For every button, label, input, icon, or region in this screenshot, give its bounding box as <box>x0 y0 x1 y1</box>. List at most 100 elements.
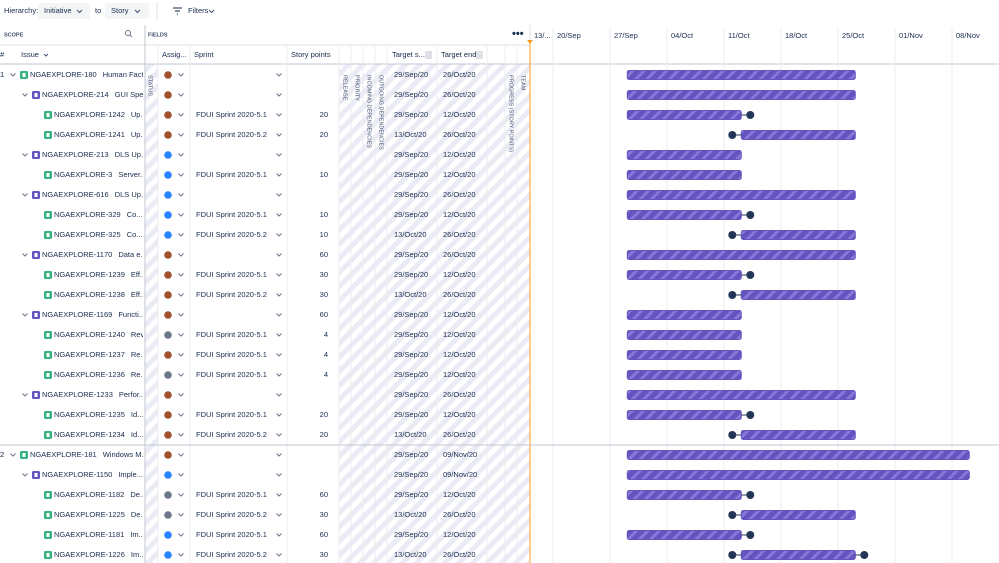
assignee-avatar[interactable] <box>164 551 172 559</box>
col-story-points[interactable]: Story points <box>291 50 331 59</box>
issue-key[interactable]: NGAEXPLORE-1241 <box>54 130 125 139</box>
chevron[interactable] <box>178 313 184 317</box>
assignee-avatar[interactable] <box>164 431 172 439</box>
assignee-avatar[interactable] <box>164 251 172 259</box>
schedule-bar[interactable] <box>626 190 856 200</box>
chevron[interactable] <box>276 533 282 537</box>
issue-key[interactable]: NGAEXPLORE-329 <box>54 210 121 219</box>
schedule-bar[interactable] <box>626 110 742 120</box>
chevron[interactable] <box>276 273 282 277</box>
chevron[interactable] <box>178 113 184 117</box>
schedule-bar[interactable] <box>626 390 856 400</box>
col-issue[interactable]: Issue <box>21 50 39 59</box>
chevron[interactable] <box>178 393 184 397</box>
chevron[interactable] <box>276 153 282 157</box>
schedule-bar[interactable] <box>740 290 856 300</box>
issue-key[interactable]: NGAEXPLORE-1225 <box>54 510 125 519</box>
assignee-avatar[interactable] <box>164 451 172 459</box>
issue-key[interactable]: NGAEXPLORE-1226 <box>54 550 125 559</box>
chevron[interactable] <box>178 233 184 237</box>
issue-key[interactable]: NGAEXPLORE-213 <box>42 150 109 159</box>
schedule-bar[interactable] <box>626 150 742 160</box>
chevron[interactable] <box>178 213 184 217</box>
assignee-avatar[interactable] <box>164 331 172 339</box>
schedule-bar[interactable] <box>740 550 856 560</box>
dependency-badge[interactable] <box>728 551 737 559</box>
chevron[interactable] <box>178 273 184 277</box>
schedule-bar[interactable] <box>626 490 742 500</box>
dependency-badge[interactable] <box>728 431 737 439</box>
issue-key[interactable]: NGAEXPLORE-616 <box>42 190 109 199</box>
col-sprint[interactable]: Sprint <box>194 50 215 59</box>
chevron[interactable] <box>178 353 184 357</box>
issue-key[interactable]: NGAEXPLORE-180 <box>30 70 97 79</box>
issue-key[interactable]: NGAEXPLORE-1233 <box>42 390 113 399</box>
chevron[interactable] <box>178 193 184 197</box>
dependency-badge[interactable] <box>728 291 737 299</box>
issue-key[interactable]: NGAEXPLORE-214 <box>42 90 109 99</box>
schedule-bar[interactable] <box>740 510 856 520</box>
chevron[interactable] <box>276 133 282 137</box>
assignee-avatar[interactable] <box>164 91 172 99</box>
schedule-bar[interactable] <box>626 90 856 100</box>
chevron[interactable] <box>276 113 282 117</box>
issue-key[interactable]: NGAEXPLORE-1235 <box>54 410 125 419</box>
schedule-bar[interactable] <box>626 410 742 420</box>
chevron[interactable] <box>276 213 282 217</box>
chevron[interactable] <box>276 493 282 497</box>
schedule-bar[interactable] <box>626 330 742 340</box>
schedule-bar[interactable] <box>626 250 856 260</box>
chevron[interactable] <box>178 433 184 437</box>
assignee-avatar[interactable] <box>164 511 172 519</box>
col-target-start[interactable]: Target s... <box>392 50 425 59</box>
assignee-avatar[interactable] <box>164 391 172 399</box>
chevron[interactable] <box>276 333 282 337</box>
dependency-badge[interactable] <box>746 531 755 539</box>
schedule-bar[interactable] <box>626 310 742 320</box>
chevron[interactable] <box>276 373 282 377</box>
expand-toggle[interactable] <box>22 473 28 477</box>
schedule-bar[interactable] <box>626 170 742 180</box>
issue-key[interactable]: NGAEXPLORE-1170 <box>42 250 112 259</box>
schedule-bar[interactable] <box>740 130 856 140</box>
dependency-badge[interactable] <box>728 511 737 519</box>
chevron[interactable] <box>276 433 282 437</box>
chevron[interactable] <box>178 533 184 537</box>
chevron[interactable] <box>178 153 184 157</box>
dependency-badge[interactable] <box>728 231 737 239</box>
schedule-bar[interactable] <box>626 210 742 220</box>
dependency-badge[interactable] <box>746 271 755 279</box>
chevron[interactable] <box>178 293 184 297</box>
expand-toggle[interactable] <box>22 193 28 197</box>
issue-key[interactable]: NGAEXPLORE-1181 <box>54 530 124 539</box>
assignee-avatar[interactable] <box>164 291 172 299</box>
dependency-badge[interactable] <box>746 491 755 499</box>
assignee-avatar[interactable] <box>164 491 172 499</box>
assignee-avatar[interactable] <box>164 311 172 319</box>
dependency-badge[interactable] <box>746 211 755 219</box>
hierarchy-from[interactable] <box>38 3 90 19</box>
chevron[interactable] <box>178 413 184 417</box>
more-menu[interactable]: ••• <box>512 28 524 40</box>
chevron[interactable] <box>178 493 184 497</box>
dependency-badge[interactable] <box>746 111 755 119</box>
issue-key[interactable]: NGAEXPLORE-181 <box>30 450 97 459</box>
schedule-bar[interactable] <box>740 430 856 440</box>
assignee-avatar[interactable] <box>164 191 172 199</box>
dependency-badge[interactable] <box>746 411 755 419</box>
col-target-end[interactable]: Target end <box>441 50 476 59</box>
chevron[interactable] <box>178 373 184 377</box>
schedule-bar[interactable] <box>626 370 742 380</box>
dependency-badge[interactable] <box>860 551 869 559</box>
assignee-avatar[interactable] <box>164 271 172 279</box>
chevron[interactable] <box>276 393 282 397</box>
issue-key[interactable]: NGAEXPLORE-1234 <box>54 430 125 439</box>
chevron[interactable] <box>276 453 282 457</box>
chevron[interactable] <box>276 293 282 297</box>
issue-key[interactable]: NGAEXPLORE-3 <box>54 170 112 179</box>
assignee-avatar[interactable] <box>164 531 172 539</box>
chevron[interactable] <box>276 513 282 517</box>
issue-key[interactable]: NGAEXPLORE-1240 <box>54 330 125 339</box>
chevron[interactable] <box>178 73 184 77</box>
issue-key[interactable]: NGAEXPLORE-1242 <box>54 110 125 119</box>
